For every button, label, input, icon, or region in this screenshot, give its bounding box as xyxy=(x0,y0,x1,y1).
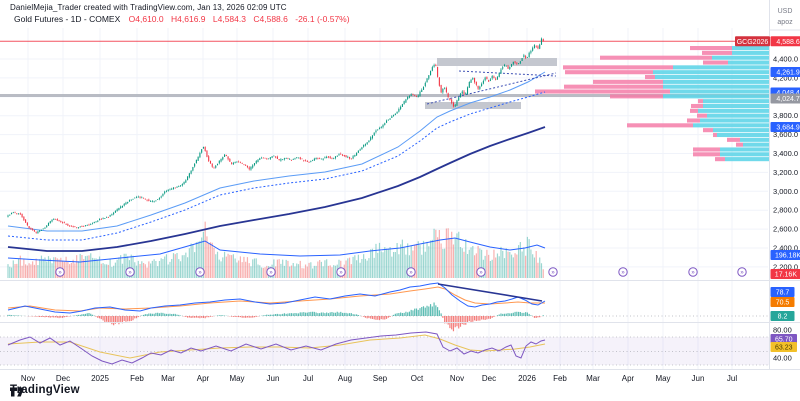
attribution-text: DanielMejia_Trader created with TradingV… xyxy=(10,3,287,12)
svg-text:3,400.0: 3,400.0 xyxy=(773,149,798,158)
tradingview-watermark: TradingView xyxy=(10,384,80,397)
svg-text:2,800.0: 2,800.0 xyxy=(773,206,798,215)
svg-text:3,200.0: 3,200.0 xyxy=(773,168,798,177)
svg-text:63.23: 63.23 xyxy=(775,345,793,352)
svg-text:Jun: Jun xyxy=(267,374,280,383)
volume-value-label xyxy=(770,269,800,279)
svg-text:Apr: Apr xyxy=(197,374,210,383)
svg-text:4,200.0: 4,200.0 xyxy=(773,73,798,82)
svg-text:»: » xyxy=(339,270,343,276)
svg-text:GCG2026: GCG2026 xyxy=(737,39,769,46)
volume-ma-label xyxy=(770,250,800,260)
volume-profile xyxy=(535,46,770,162)
ma-price-label-3 xyxy=(770,122,800,132)
scale-currency: USD xyxy=(778,8,793,15)
rsi-value-label xyxy=(770,334,797,344)
moving-averages xyxy=(7,71,546,252)
svg-text:Oct: Oct xyxy=(411,374,424,383)
svg-text:»: » xyxy=(198,270,202,276)
scale-unit: apoz xyxy=(777,19,793,26)
svg-text:3,800.0: 3,800.0 xyxy=(773,111,798,120)
svg-text:»: » xyxy=(551,270,555,276)
price-scale[interactable]: USD apoz 4,400.0 4,200.0 3,800.0 3,600.0 3,400… xyxy=(735,8,800,363)
svg-text:May: May xyxy=(229,374,244,383)
svg-text:»: » xyxy=(621,270,625,276)
svg-text:4,588.6: 4,588.6 xyxy=(776,39,799,46)
svg-text:Jul: Jul xyxy=(303,374,313,383)
svg-text:2,200.0: 2,200.0 xyxy=(773,262,798,271)
svg-text:3,684.9: 3,684.9 xyxy=(776,125,799,132)
svg-text:»: » xyxy=(479,270,483,276)
svg-text:Nov: Nov xyxy=(21,374,35,383)
ohlc-open: O4,610.0 xyxy=(128,14,164,24)
svg-text:2,600.0: 2,600.0 xyxy=(773,225,798,234)
svg-text:78.7: 78.7 xyxy=(776,290,790,297)
svg-text:»: » xyxy=(740,270,744,276)
ma-price-label-0 xyxy=(770,67,800,77)
event-markers: » » » » » » » » » » » xyxy=(55,267,747,277)
ohlc-high: H4,616.9 xyxy=(171,14,206,24)
svg-text:May: May xyxy=(655,374,670,383)
svg-text:Sep: Sep xyxy=(373,374,388,383)
svg-text:17.16K: 17.16K xyxy=(775,272,798,279)
svg-text:»: » xyxy=(691,270,695,276)
rsi-ma-label xyxy=(770,342,797,352)
ohlc-close: C4,588.6 xyxy=(253,14,288,24)
pane-separators xyxy=(0,0,800,370)
svg-text:4,024.7: 4,024.7 xyxy=(776,96,799,103)
svg-text:2,400.0: 2,400.0 xyxy=(773,244,798,253)
svg-text:Jul: Jul xyxy=(727,374,737,383)
svg-text:65.70: 65.70 xyxy=(775,337,793,344)
ohlc-change: -26.1 (-0.57%) xyxy=(295,14,350,24)
svg-text:Nov: Nov xyxy=(450,374,464,383)
svg-text:2025: 2025 xyxy=(91,374,109,383)
last-price-label xyxy=(770,36,800,47)
rsi-pane xyxy=(0,331,770,366)
volume-ma-line xyxy=(7,237,546,263)
macd-pane xyxy=(0,282,770,332)
svg-text:Aug: Aug xyxy=(338,374,352,383)
svg-text:2026: 2026 xyxy=(518,374,536,383)
svg-text:4,400.0: 4,400.0 xyxy=(773,55,798,64)
svg-text:Apr: Apr xyxy=(622,374,635,383)
price-trendlines xyxy=(426,70,557,105)
svg-text:Dec: Dec xyxy=(56,374,70,383)
svg-text:»: » xyxy=(128,270,132,276)
svg-text:Dec: Dec xyxy=(482,374,496,383)
svg-text:Jun: Jun xyxy=(692,374,705,383)
svg-text:3,000.0: 3,000.0 xyxy=(773,187,798,196)
svg-text:Mar: Mar xyxy=(161,374,175,383)
volume-bars xyxy=(7,221,544,278)
svg-text:Feb: Feb xyxy=(130,374,144,383)
svg-text:4,261.9: 4,261.9 xyxy=(776,70,799,77)
svg-text:Mar: Mar xyxy=(586,374,600,383)
macd-hist-label xyxy=(770,311,795,321)
symbol-title: Gold Futures - 1D - COMEX xyxy=(14,14,121,24)
contract-label xyxy=(735,36,770,47)
symbol-legend[interactable]: Gold Futures - 1D - COMEX O4,610.0 H4,61… xyxy=(14,14,355,24)
ohlc-low: L4,584.3 xyxy=(212,14,246,24)
svg-text:8.2: 8.2 xyxy=(778,314,788,321)
tradingview-logo-icon xyxy=(10,387,24,397)
svg-text:70.5: 70.5 xyxy=(776,300,790,307)
svg-text:80.00: 80.00 xyxy=(773,326,792,335)
svg-text:»: » xyxy=(409,270,413,276)
svg-text:196.18K: 196.18K xyxy=(775,253,800,260)
svg-text:3,600.0: 3,600.0 xyxy=(773,130,798,139)
time-axis[interactable]: Nov Dec 2025 Feb Mar Apr May Jun Jul Aug Sep Oct Nov… xyxy=(21,374,737,383)
macd-value-label xyxy=(770,287,795,297)
svg-text:Feb: Feb xyxy=(553,374,567,383)
ma-price-label-2 xyxy=(770,93,800,104)
svg-text:»: » xyxy=(58,270,62,276)
svg-text:»: » xyxy=(269,270,273,276)
tradingview-brand-text: TradingView xyxy=(10,384,80,396)
svg-text:40.00: 40.00 xyxy=(773,354,792,363)
macd-signal-label xyxy=(770,297,795,307)
candlestick-series xyxy=(7,37,544,234)
